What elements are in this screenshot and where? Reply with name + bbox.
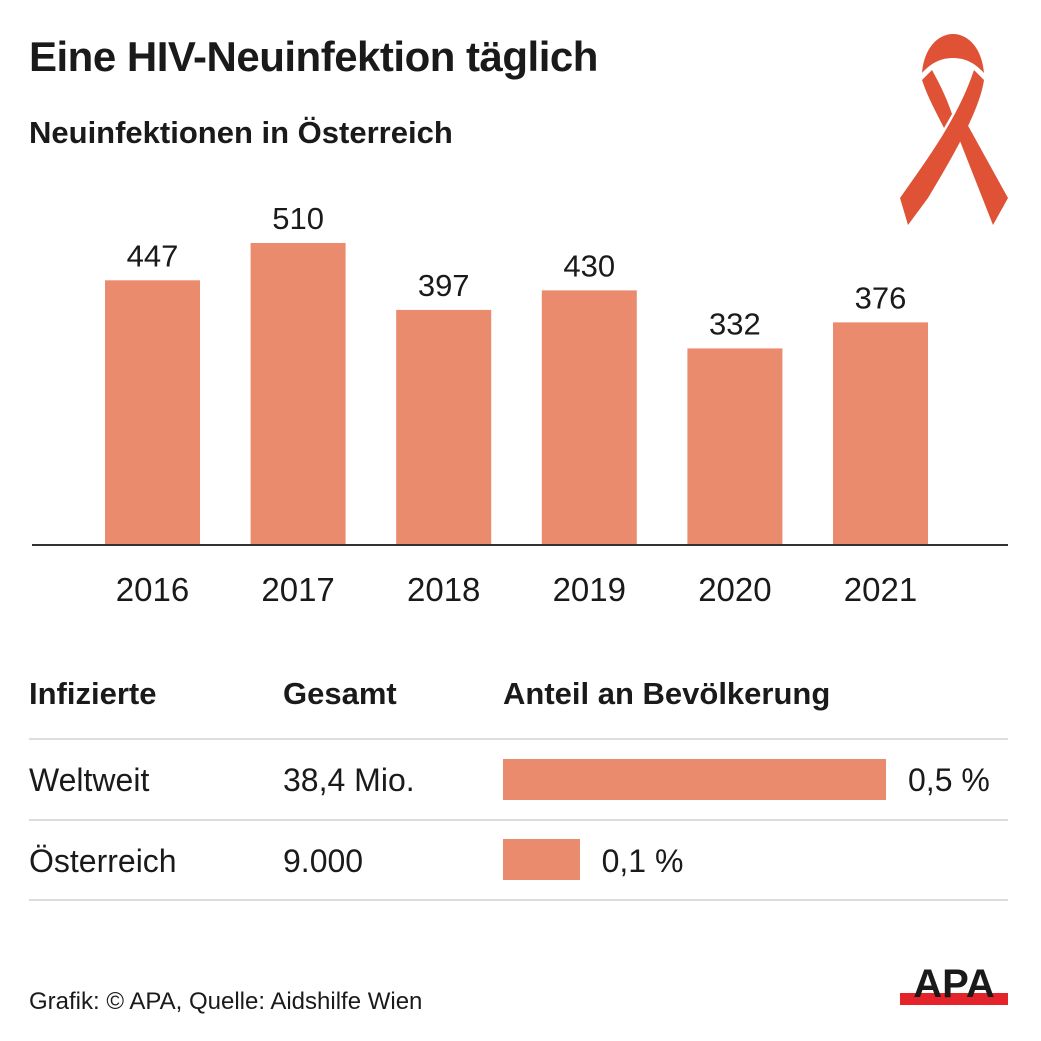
column-header-share: Anteil an Bevölkerung — [503, 676, 831, 711]
data-label-2019: 430 — [563, 248, 615, 283]
x-tick-label-2020: 2020 — [698, 571, 771, 608]
apa-logo-text: APA — [913, 965, 994, 1006]
bar-2021 — [833, 322, 928, 545]
bar-2017 — [250, 243, 346, 545]
data-label-2016: 447 — [127, 238, 179, 273]
x-tick-label-2018: 2018 — [407, 571, 480, 608]
data-label-2017: 510 — [272, 201, 324, 236]
share-label: 0,5 % — [908, 762, 990, 798]
row-total: 9.000 — [283, 843, 364, 879]
source-credit: Grafik: © APA, Quelle: Aidshilfe Wien — [29, 988, 423, 1015]
aids-awareness-ribbon-icon — [900, 34, 1008, 225]
bar-2016 — [105, 280, 200, 545]
column-header-infected: Infizierte — [29, 676, 157, 711]
row-region: Weltweit — [29, 762, 150, 798]
divider — [29, 819, 1008, 821]
data-label-2021: 376 — [855, 280, 907, 315]
x-tick-label-2021: 2021 — [844, 571, 917, 608]
bar-2020 — [687, 348, 783, 545]
column-header-total: Gesamt — [283, 676, 397, 711]
share-bar — [503, 759, 886, 800]
apa-logo: APA — [900, 965, 1008, 1006]
divider — [29, 899, 1008, 901]
x-tick-label-2019: 2019 — [553, 571, 626, 608]
row-total: 38,4 Mio. — [283, 762, 415, 798]
bar-2019 — [541, 290, 637, 545]
chart-subtitle: Neuinfektionen in Österreich — [29, 115, 453, 150]
x-tick-label-2016: 2016 — [116, 571, 189, 608]
divider — [29, 738, 1008, 740]
bar-chart: 447 2016 510 2017 397 2018 430 2019 332 2020 376 20… — [32, 201, 1008, 608]
share-bar — [503, 839, 580, 880]
x-tick-label-2017: 2017 — [261, 571, 334, 608]
data-label-2018: 397 — [418, 268, 470, 303]
data-label-2020: 332 — [709, 306, 761, 341]
row-region: Österreich — [29, 843, 177, 879]
share-label: 0,1 % — [601, 843, 684, 879]
chart-title: Eine HIV-Neuinfektion täglich — [29, 33, 598, 80]
bar-2018 — [396, 309, 492, 545]
